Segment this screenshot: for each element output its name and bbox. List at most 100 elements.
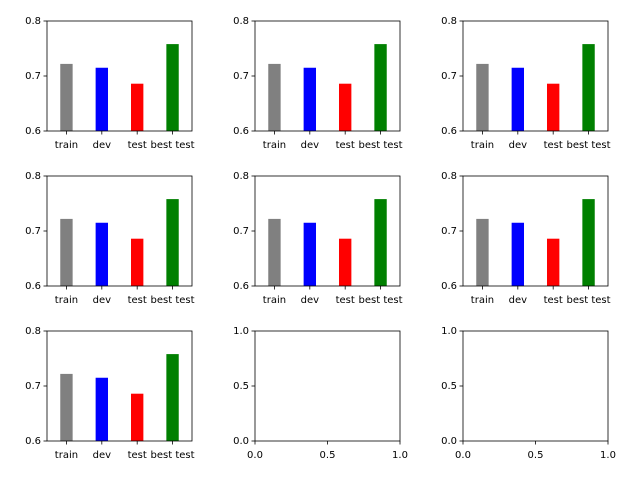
y-tick-label: 0.6 (25, 436, 41, 447)
bar-best-test (166, 44, 179, 131)
bar-dev (511, 222, 525, 286)
subplot-5: 0.6 0.7 0.8 train dev test best test (233, 171, 403, 306)
y-tick-label: 0.5 (441, 381, 457, 392)
y-tick-label: 0.5 (233, 381, 249, 392)
y-tick-label: 0.8 (25, 16, 41, 27)
subplot-3: 0.6 0.7 0.8 train dev test best test (441, 16, 611, 151)
bar-test (130, 83, 144, 131)
bar-test (130, 393, 144, 441)
bar-train (476, 218, 489, 286)
x-tick-label: dev (93, 450, 112, 461)
x-tick-label: dev (301, 295, 320, 306)
axes-frame (46, 20, 193, 132)
y-tick-label: 0.6 (233, 281, 249, 292)
bar-test (546, 238, 560, 286)
bar-dev (511, 67, 525, 131)
y-tick-label: 0.6 (441, 126, 457, 137)
x-tick-label: test (128, 295, 147, 306)
y-tick-label: 0.8 (441, 16, 457, 27)
x-tick-label: 0.5 (528, 450, 544, 461)
bar-dev (303, 67, 317, 131)
bar-test (338, 238, 352, 286)
x-tick-label: dev (301, 140, 320, 151)
bar-dev (95, 377, 109, 441)
bar-train (60, 373, 73, 441)
y-tick-label: 0.7 (441, 71, 457, 82)
x-tick-label: dev (93, 140, 112, 151)
bar-dev (95, 67, 109, 131)
x-tick-label: dev (509, 140, 528, 151)
x-tick-label: best test (359, 140, 403, 151)
bar-train (268, 218, 281, 286)
subplot-9: 0.0 0.5 1.0 0.0 0.5 1.0 (441, 326, 616, 461)
x-tick-label: train (471, 295, 494, 306)
y-tick-label: 0.8 (441, 171, 457, 182)
subplot-2: 0.6 0.7 0.8 train dev test best test (233, 16, 403, 151)
x-tick-label: best test (567, 140, 611, 151)
x-tick-label: test (544, 295, 563, 306)
y-tick-label: 0.7 (233, 226, 249, 237)
x-tick-label: best test (151, 140, 195, 151)
y-tick-label: 0.6 (25, 126, 41, 137)
subplot-4: 0.6 0.7 0.8 train dev test best test (25, 171, 195, 306)
x-tick-label: dev (509, 295, 528, 306)
x-tick-label: best test (151, 450, 195, 461)
bar-best-test (166, 199, 179, 286)
x-tick-label: 0.0 (455, 450, 471, 461)
bar-dev (95, 222, 109, 286)
bar-train (476, 63, 489, 131)
y-tick-label: 0.0 (233, 436, 249, 447)
y-tick-label: 0.7 (233, 71, 249, 82)
x-tick-label: best test (151, 295, 195, 306)
bar-train (60, 218, 73, 286)
x-tick-label: 1.0 (392, 450, 408, 461)
subplot-7: 0.6 0.7 0.8 train dev test best test (25, 326, 195, 461)
subplot-8: 0.0 0.5 1.0 0.0 0.5 1.0 (233, 326, 408, 461)
bar-best-test (582, 199, 595, 286)
axes-frame (254, 330, 401, 442)
y-tick-label: 0.7 (441, 226, 457, 237)
y-tick-label: 1.0 (233, 326, 249, 337)
bar-test (546, 83, 560, 131)
x-tick-label: train (263, 140, 286, 151)
bar-best-test (166, 354, 179, 441)
y-tick-label: 0.8 (233, 16, 249, 27)
y-tick-label: 1.0 (441, 326, 457, 337)
x-tick-label: test (544, 140, 563, 151)
x-tick-label: dev (93, 295, 112, 306)
y-tick-label: 0.8 (25, 326, 41, 337)
y-tick-label: 0.8 (233, 171, 249, 182)
y-tick-label: 0.6 (441, 281, 457, 292)
bar-train (268, 63, 281, 131)
x-tick-label: test (128, 140, 147, 151)
axes-frame (254, 175, 401, 287)
x-tick-label: train (55, 140, 78, 151)
bar-train (60, 63, 73, 131)
x-tick-label: train (55, 295, 78, 306)
axes-frame (462, 330, 609, 442)
x-tick-label: test (336, 295, 355, 306)
axes-frame (462, 175, 609, 287)
axes-frame (46, 330, 193, 442)
y-tick-label: 0.8 (25, 171, 41, 182)
axes-frame (462, 20, 609, 132)
x-tick-label: 0.0 (247, 450, 263, 461)
axes-frame (46, 175, 193, 287)
y-tick-label: 0.7 (25, 71, 41, 82)
y-tick-label: 0.7 (25, 226, 41, 237)
x-tick-label: test (336, 140, 355, 151)
bar-best-test (374, 44, 387, 131)
axes-frame (254, 20, 401, 132)
x-tick-label: 1.0 (600, 450, 616, 461)
bar-test (130, 238, 144, 286)
y-tick-label: 0.7 (25, 381, 41, 392)
y-tick-label: 0.6 (25, 281, 41, 292)
y-tick-label: 0.6 (233, 126, 249, 137)
y-tick-label: 0.0 (441, 436, 457, 447)
subplot-1: 0.6 0.7 0.8 train dev test best test (25, 16, 195, 151)
subplot-6: 0.6 0.7 0.8 train dev test best test (441, 171, 611, 306)
x-tick-label: train (471, 140, 494, 151)
bar-dev (303, 222, 317, 286)
x-tick-label: 0.5 (320, 450, 336, 461)
